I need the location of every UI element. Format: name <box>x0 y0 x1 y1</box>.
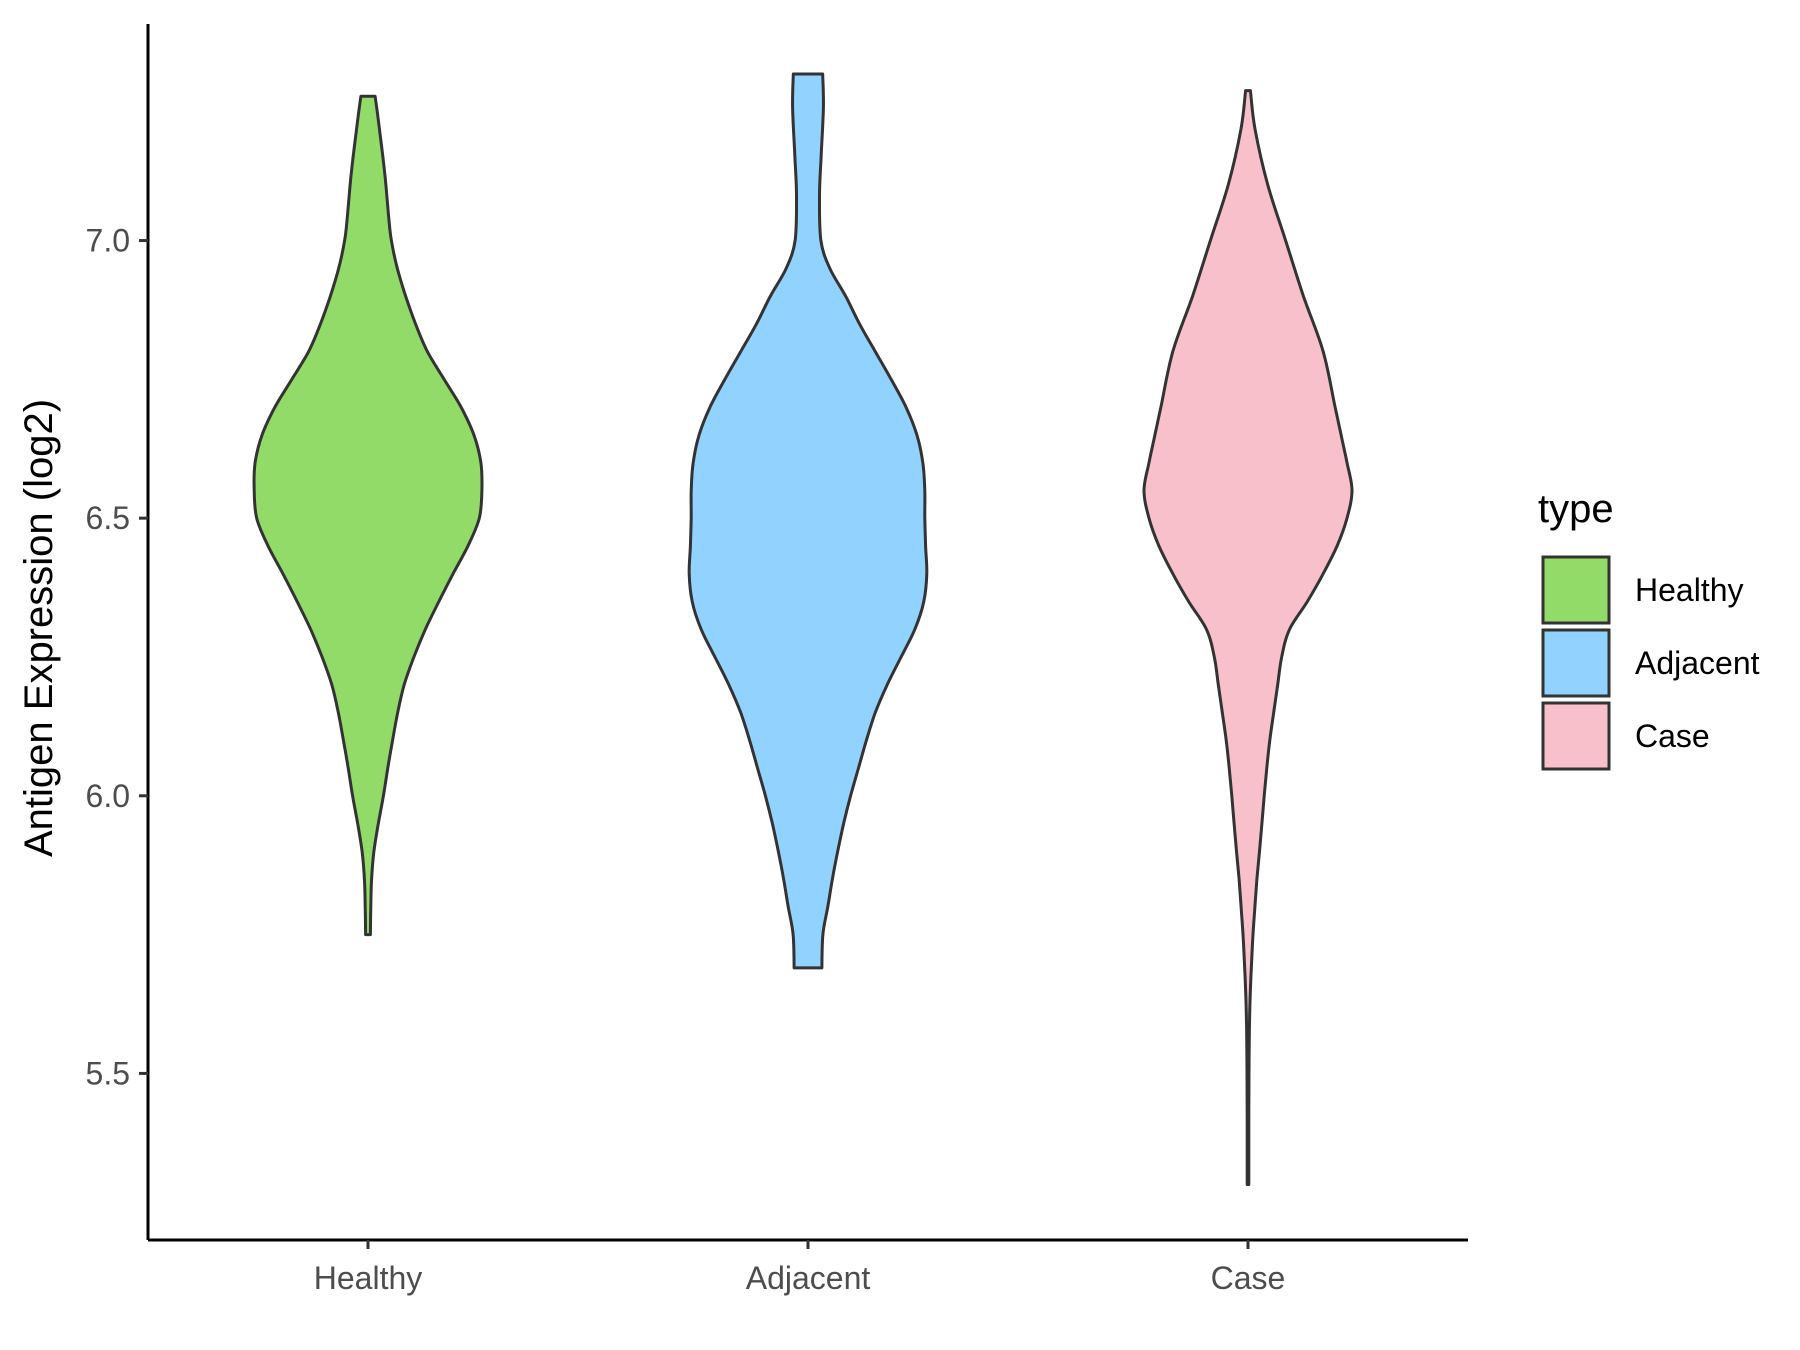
legend-key-case <box>1541 701 1611 771</box>
legend-title: type <box>1538 487 1614 531</box>
y-tick-label: 7.0 <box>86 223 130 259</box>
y-tick-label: 6.5 <box>86 500 130 536</box>
violin-healthy <box>252 94 484 937</box>
y-tick-label: 6.0 <box>86 778 130 814</box>
y-tick-label: 5.5 <box>86 1055 130 1091</box>
legend: type Healthy Adjacent Case <box>1538 487 1760 771</box>
legend-label-adjacent: Adjacent <box>1635 645 1760 681</box>
violin-adjacent <box>687 72 929 970</box>
violin-case <box>1142 89 1354 1186</box>
axes-layer: 5.5 6.0 6.5 7.0 Healthy Adjacent Case <box>86 24 1468 1296</box>
legend-key-adjacent <box>1541 628 1611 698</box>
legend-key-healthy <box>1541 555 1611 625</box>
legend-label-healthy: Healthy <box>1635 572 1744 608</box>
legend-label-case: Case <box>1635 718 1710 754</box>
x-tick-label: Case <box>1211 1260 1286 1296</box>
legend-items: Healthy Adjacent Case <box>1541 555 1760 771</box>
y-axis-title: Antigen Expression (log2) <box>17 399 61 857</box>
x-tick-label: Adjacent <box>746 1260 871 1296</box>
x-tick-label: Healthy <box>314 1260 423 1296</box>
violin-layer <box>252 72 1354 1186</box>
